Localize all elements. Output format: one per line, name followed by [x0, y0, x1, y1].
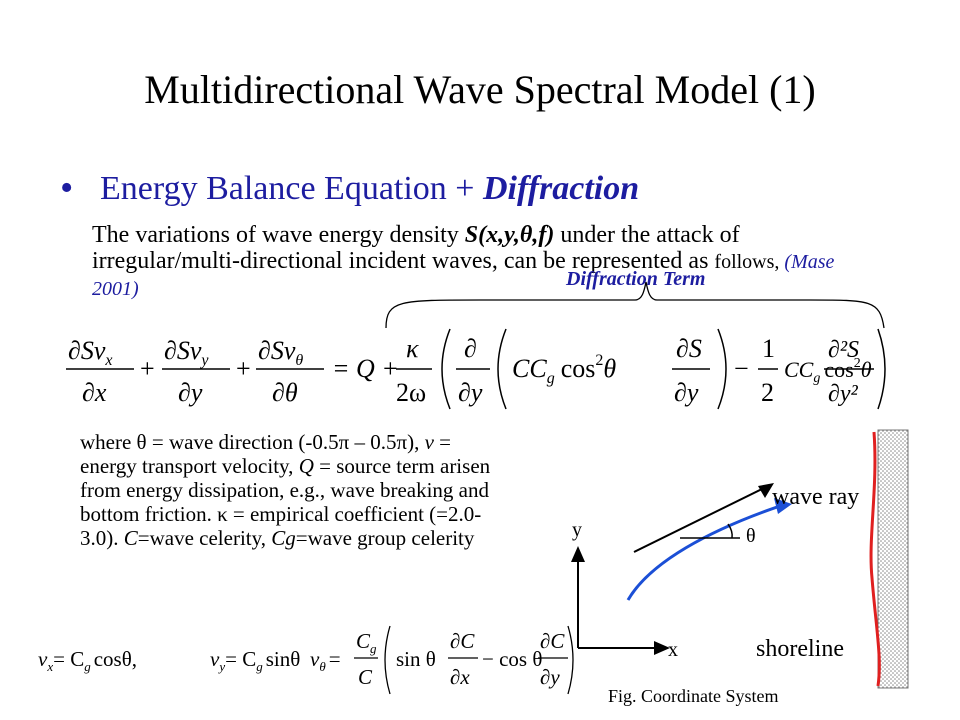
eq-ds-den: ∂y: [674, 378, 699, 407]
variable-definitions: where θ = wave direction (-0.5π – 0.5π),…: [80, 430, 491, 550]
eq-partial-den: ∂y: [458, 378, 483, 407]
eq-minus: −: [734, 354, 749, 383]
eq-term3-num: ∂Svθ: [258, 336, 303, 369]
density-symbol: S(x,y,θ,f): [464, 222, 555, 248]
diffraction-brace: [385, 281, 885, 329]
wave-ray-curve: [626, 504, 781, 601]
theta-label: θ: [746, 525, 756, 547]
angle-arc: [727, 523, 733, 539]
y-axis-arrowhead: [571, 546, 585, 562]
bullet-heading: Energy Balance Equation + Diffraction: [100, 170, 639, 208]
eq-term2-num: ∂Svy: [164, 336, 209, 369]
citation: (Mase 2001): [92, 251, 835, 300]
eq-term1-num: ∂Svx: [68, 336, 113, 369]
dcdy-den: ∂y: [540, 665, 560, 689]
eq-kappa: κ: [406, 334, 419, 363]
para-part3: follows,: [714, 251, 785, 273]
eq-plus-1: +: [140, 354, 155, 383]
vtheta-den: C: [358, 665, 373, 689]
bullet-main-text: Energy Balance Equation +: [100, 170, 483, 207]
description-paragraph: The variations of wave energy density S(…: [92, 222, 872, 302]
velocity-equations: vx= Cg cosθ, vy= Cg sinθ vθ = Cg C sin θ ∂C…: [38, 625, 574, 695]
eq-partial-num: ∂: [464, 334, 477, 363]
dcdy-num: ∂C: [540, 629, 565, 653]
eq-term2-den: ∂y: [178, 378, 203, 407]
svg-text:∂²S: ∂²S: [828, 337, 859, 363]
eq-half-den: 2: [761, 378, 774, 407]
eq-plus-2: +: [236, 354, 251, 383]
x-axis-label: x: [668, 639, 678, 661]
vtheta-eq: vθ =: [310, 647, 341, 674]
figure-caption: Fig. Coordinate System: [608, 686, 779, 706]
eq-second-derivative: ∂²S ∂y²: [824, 328, 886, 410]
energy-balance-equation: ∂Svx ∂x + ∂Svy ∂y + ∂Svθ ∂θ = Q + κ 2ω ∂…: [66, 328, 872, 410]
dcdx-den: ∂x: [450, 665, 470, 689]
x-axis-arrowhead: [654, 641, 670, 655]
tangent-arrowhead: [758, 483, 774, 498]
land-area: [877, 429, 909, 689]
slide-title: Multidirectional Wave Spectral Model (1): [144, 67, 816, 112]
wave-ray-arrowhead: [774, 498, 792, 514]
vtheta-sin: sin θ: [396, 647, 436, 671]
shoreline-label: shoreline: [756, 636, 844, 662]
vtheta-cos: − cos θ: [482, 647, 542, 671]
para-part2: under the attack of irregular/multi-dire…: [92, 222, 740, 274]
bullet-marker: •: [60, 167, 74, 209]
svg-text:∂y²: ∂y²: [828, 381, 859, 407]
eq-cc-cos: CCg cos2θ: [512, 352, 616, 387]
eq-term1-den: ∂x: [82, 378, 107, 407]
tangent-line: [633, 487, 765, 553]
eq-term3-den: ∂θ: [272, 378, 298, 407]
para-part1: The variations of wave energy density: [92, 222, 465, 248]
vy-eq: vy= Cg sinθ: [210, 647, 300, 674]
eq-equals-q: = Q +: [332, 354, 399, 383]
eq-half-num: 1: [762, 334, 775, 363]
shoreline-curve: [869, 431, 881, 687]
eq-ds: ∂S: [676, 334, 702, 363]
y-axis-label: y: [572, 519, 582, 541]
coordinate-system-figure: y x θ wave ray shoreline: [571, 429, 909, 689]
vtheta-num: Cg: [356, 629, 377, 656]
dcdx-num: ∂C: [450, 629, 475, 653]
eq-two-omega: 2ω: [396, 378, 426, 407]
diffraction-term-label: Diffraction Term: [566, 268, 706, 290]
wave-ray-label: wave ray: [772, 484, 859, 510]
bullet-emphasis-text: Diffraction: [482, 170, 640, 207]
vx-eq: vx= Cg cosθ,: [38, 647, 137, 674]
